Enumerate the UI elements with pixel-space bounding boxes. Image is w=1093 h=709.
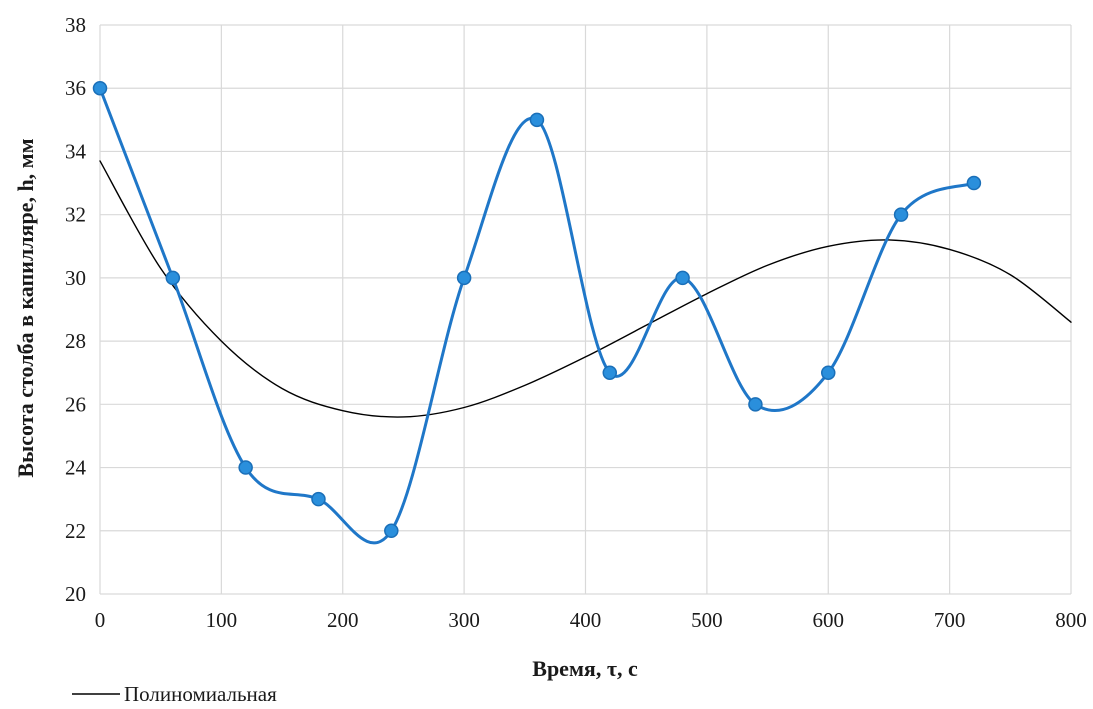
x-tick-label: 500 xyxy=(691,608,723,632)
y-tick-label: 24 xyxy=(65,456,87,480)
data-point xyxy=(456,270,472,286)
x-tick-label: 600 xyxy=(813,608,845,632)
data-point xyxy=(675,270,690,286)
y-tick-label: 30 xyxy=(65,266,86,290)
legend: Полиномиальная xyxy=(72,682,277,706)
legend-label: Полиномиальная xyxy=(124,682,277,704)
data-point xyxy=(165,270,181,286)
x-axis-title: Время, τ, с xyxy=(532,656,638,681)
data-point xyxy=(602,365,618,380)
y-tick-label: 34 xyxy=(65,139,87,163)
data-point xyxy=(748,397,763,412)
x-tick-label: 800 xyxy=(1055,608,1087,632)
x-tick-label: 400 xyxy=(570,608,602,632)
series-layer xyxy=(92,80,1072,545)
y-tick-label: 20 xyxy=(65,582,86,606)
grid xyxy=(99,24,1072,595)
y-tick-label: 36 xyxy=(65,76,86,100)
y-tick-label: 38 xyxy=(65,13,86,37)
data-point xyxy=(893,207,909,222)
y-axis-title: Высота столба в капилляре, h, мм xyxy=(13,138,38,477)
data-point xyxy=(821,365,836,380)
y-tick-label: 22 xyxy=(65,519,86,543)
x-tick-label: 700 xyxy=(934,608,966,632)
data-point xyxy=(529,112,545,128)
data-point xyxy=(384,523,399,539)
x-tick-label: 200 xyxy=(327,608,359,632)
measured-series-line xyxy=(98,86,976,545)
data-point xyxy=(92,80,108,96)
x-tick-label: 300 xyxy=(448,608,480,632)
data-point xyxy=(966,175,982,191)
x-tick-label: 100 xyxy=(206,608,238,632)
y-tick-label: 32 xyxy=(65,203,86,227)
polynomial-trendline xyxy=(99,160,1072,418)
y-tick-label: 26 xyxy=(65,392,86,416)
data-point xyxy=(311,491,326,507)
tick-labels: 20 22 24 26 28 30 32 34 36 38 0 100 200 300 400 500 600 7… xyxy=(65,13,1087,632)
data-point xyxy=(238,460,253,475)
x-tick-label: 0 xyxy=(95,608,106,632)
y-tick-label: 28 xyxy=(65,329,86,353)
